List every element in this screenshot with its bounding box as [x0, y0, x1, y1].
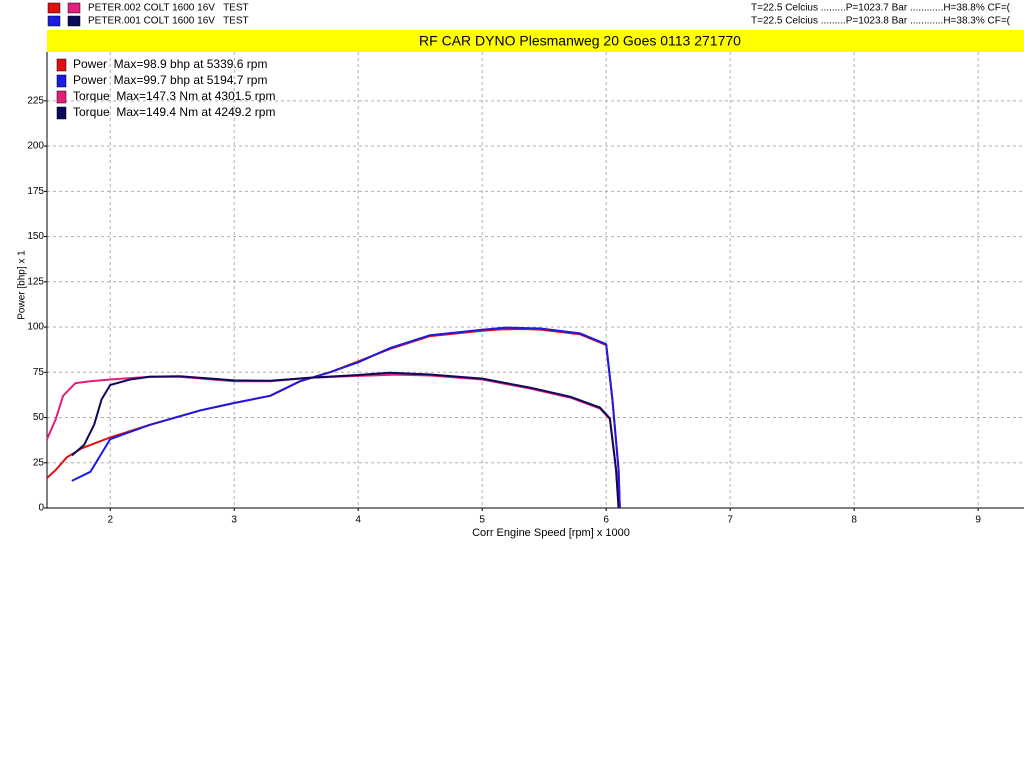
- x-tick-label: 7: [727, 515, 733, 526]
- y-tick-label: 100: [27, 322, 44, 333]
- y-tick-label: 150: [27, 231, 44, 242]
- y-tick-label: 225: [27, 95, 44, 106]
- legend-swatch: [56, 106, 67, 120]
- run-swatch: [47, 15, 61, 27]
- legend-label: Power Max=99.7 bhp at 5194.7 rpm: [73, 73, 267, 87]
- run-swatch: [47, 2, 61, 14]
- y-tick-label: 50: [33, 412, 45, 423]
- x-tick-label: 4: [355, 515, 361, 526]
- series-line: [71, 371, 620, 509]
- run-name: PETER.002 COLT 1600 16V TEST: [88, 3, 249, 14]
- run-swatch: [67, 15, 81, 27]
- run-swatch: [67, 2, 81, 14]
- x-tick-label: 3: [231, 515, 237, 526]
- x-tick-label: 9: [975, 515, 981, 526]
- x-tick-label: 2: [107, 515, 113, 526]
- y-tick-label: 175: [27, 186, 44, 197]
- x-tick-label: 8: [851, 515, 857, 526]
- y-tick-label: 0: [38, 503, 44, 514]
- run-conditions: T=22.5 Celcius .........P=1023.7 Bar ...…: [751, 3, 1011, 14]
- x-tick-label: 6: [603, 515, 609, 526]
- legend-swatch: [56, 58, 67, 72]
- y-axis-label: Power [bhp] x 1: [17, 250, 28, 320]
- legend-label: Torque Max=147.3 Nm at 4301.5 rpm: [73, 89, 275, 103]
- run-name: PETER.001 COLT 1600 16V TEST: [88, 16, 249, 27]
- x-tick-label: 5: [479, 515, 485, 526]
- legend-label: Torque Max=149.4 Nm at 4249.2 rpm: [73, 105, 275, 119]
- x-axis-label: Corr Engine Speed [rpm] x 1000: [472, 527, 630, 539]
- y-tick-label: 75: [33, 367, 45, 378]
- run-conditions: T=22.5 Celcius .........P=1023.8 Bar ...…: [751, 16, 1011, 27]
- legend-swatch: [56, 74, 67, 88]
- series-line: [71, 326, 621, 509]
- series-line: [46, 328, 621, 509]
- series-line: [46, 373, 620, 509]
- title-banner: [47, 30, 1024, 52]
- legend-swatch: [56, 90, 67, 104]
- y-tick-label: 25: [33, 457, 45, 468]
- y-tick-label: 125: [27, 276, 44, 287]
- chart-title: RF CAR DYNO Plesmanweg 20 Goes 0113 2717…: [419, 33, 741, 49]
- legend-label: Power Max=98.9 bhp at 5339.6 rpm: [73, 57, 267, 71]
- y-tick-label: 200: [27, 141, 44, 152]
